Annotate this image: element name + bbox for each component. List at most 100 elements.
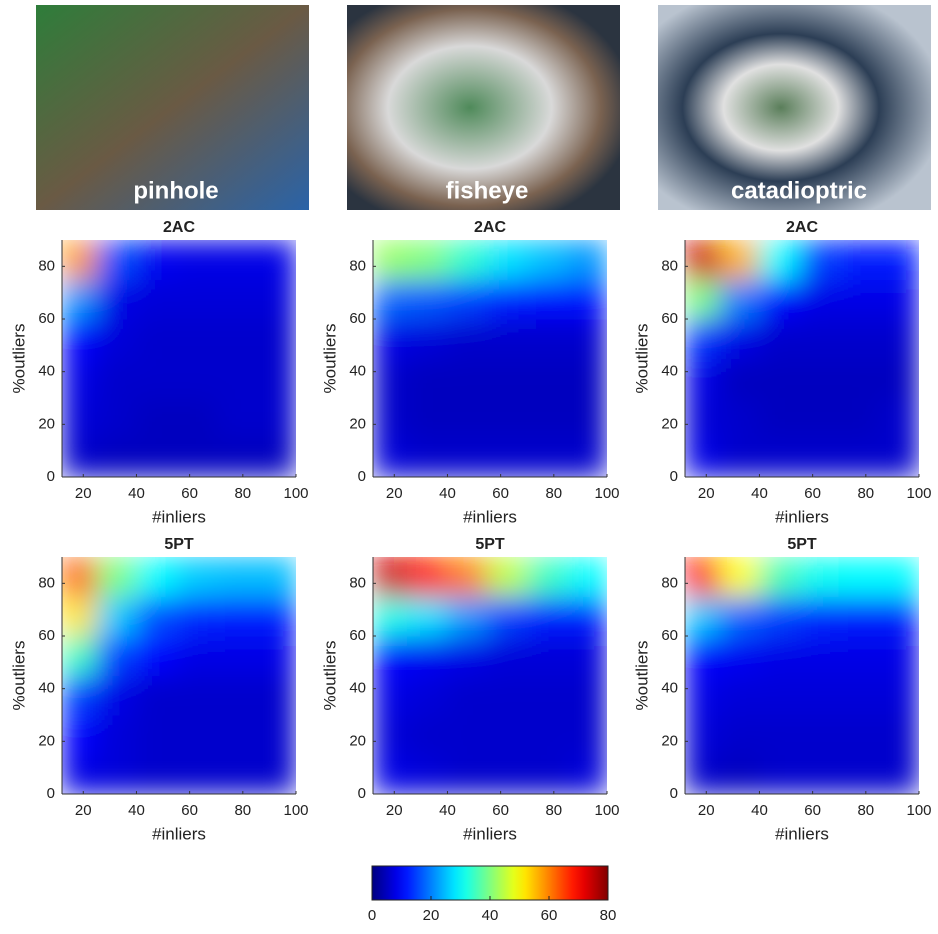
heatmap-cell	[685, 675, 721, 716]
heatmap-cell	[216, 596, 257, 637]
heatmap-cell	[527, 279, 568, 320]
heatmap-cell	[839, 279, 880, 320]
heatmap-cell	[839, 675, 880, 716]
heatmap-cell	[879, 279, 920, 320]
y-tick-label: 60	[38, 627, 55, 644]
heatmap	[373, 240, 608, 478]
heatmap-cell	[879, 596, 920, 637]
x-axis-label: #inliers	[152, 824, 206, 843]
heatmap-cell	[176, 279, 217, 320]
heatmap-cell	[799, 398, 840, 439]
heatmap-cell	[176, 557, 217, 598]
x-tick-label: 20	[75, 485, 92, 502]
heatmap-cell	[719, 754, 760, 795]
x-axis-label: #inliers	[775, 507, 829, 526]
heatmap-cell	[685, 754, 721, 795]
heatmap-cell	[879, 319, 920, 360]
heatmap-cell	[799, 754, 840, 795]
heatmap-cell	[839, 754, 880, 795]
heatmap-cell	[216, 437, 257, 478]
colorbar	[372, 866, 608, 900]
heatmap-cell	[879, 715, 920, 756]
y-tick-label: 40	[349, 363, 366, 380]
heatmap-cell	[799, 437, 840, 478]
y-tick-label: 80	[38, 574, 55, 591]
heatmap-cell	[685, 715, 721, 756]
heatmap-cell	[487, 240, 528, 281]
x-tick-label: 60	[181, 485, 198, 502]
heatmap-cell	[216, 358, 257, 399]
heatmap-cell	[62, 358, 98, 399]
y-tick-label: 0	[358, 785, 366, 802]
heatmap-cell	[487, 319, 528, 360]
heatmap-cell	[447, 754, 488, 795]
x-tick-label: 40	[751, 802, 768, 819]
heatmap-cell	[567, 715, 608, 756]
heatmap-cell	[373, 437, 409, 478]
heatmap-cell	[839, 636, 880, 677]
x-tick-label: 20	[698, 485, 715, 502]
heatmap-cell	[447, 437, 488, 478]
heatmap-cell	[256, 715, 297, 756]
heatmap-cell	[567, 279, 608, 320]
heatmap-cells	[685, 557, 920, 795]
heatmap-cell	[487, 636, 528, 677]
x-axis-label: #inliers	[775, 824, 829, 843]
heatmap-cell	[407, 398, 448, 439]
x-tick-label: 40	[439, 485, 456, 502]
heatmap-cell	[719, 557, 760, 598]
y-tick-label: 40	[661, 680, 678, 697]
heatmap-cell	[62, 557, 98, 598]
heatmap-cell	[685, 596, 721, 637]
heatmap-cell	[216, 319, 257, 360]
heatmap-cell	[176, 754, 217, 795]
heatmap-cell	[447, 319, 488, 360]
x-tick-label: 40	[751, 485, 768, 502]
colorbar-tick-label: 60	[541, 907, 558, 924]
heatmap-cell	[719, 240, 760, 281]
x-tick-label: 40	[128, 485, 145, 502]
heatmap-cell	[567, 754, 608, 795]
heatmap	[62, 557, 297, 795]
heatmap-cell	[447, 358, 488, 399]
heatmap-cell	[527, 319, 568, 360]
heatmap-cell	[96, 240, 137, 281]
heatmap-cell	[879, 240, 920, 281]
heatmap-cell	[373, 279, 409, 320]
heatmap-cell	[136, 675, 177, 716]
photo-label: catadioptric	[731, 177, 867, 204]
y-tick-label: 80	[38, 257, 55, 274]
heatmap-cell	[216, 715, 257, 756]
heatmap-cell	[567, 240, 608, 281]
heatmap-cell	[487, 596, 528, 637]
heatmap-cell	[487, 358, 528, 399]
heatmap-cell	[407, 437, 448, 478]
heatmap-cell	[799, 319, 840, 360]
heatmap-cells	[373, 240, 608, 478]
heatmap-cell	[256, 437, 297, 478]
heatmap-cell	[373, 557, 409, 598]
x-tick-label: 60	[804, 802, 821, 819]
heatmap-cell	[879, 437, 920, 478]
y-tick-label: 80	[349, 257, 366, 274]
heatmap-cell	[176, 240, 217, 281]
heatmap-cell	[176, 358, 217, 399]
heatmap-cell	[567, 675, 608, 716]
heatmap-cell	[527, 358, 568, 399]
chart-title: 2AC	[786, 219, 818, 236]
heatmap-cell	[96, 557, 137, 598]
y-tick-label: 40	[661, 363, 678, 380]
heatmap-cell	[799, 636, 840, 677]
heatmap-cell	[839, 319, 880, 360]
heatmap-cell	[719, 596, 760, 637]
y-tick-label: 20	[38, 732, 55, 749]
x-tick-label: 100	[594, 802, 619, 819]
x-tick-label: 100	[283, 485, 308, 502]
heatmap-cell	[719, 715, 760, 756]
heatmap	[373, 557, 608, 795]
y-tick-label: 80	[349, 574, 366, 591]
heatmap-cell	[216, 398, 257, 439]
heatmap-cell	[719, 437, 760, 478]
heatmap-cell	[407, 636, 448, 677]
heatmap-cell	[527, 398, 568, 439]
